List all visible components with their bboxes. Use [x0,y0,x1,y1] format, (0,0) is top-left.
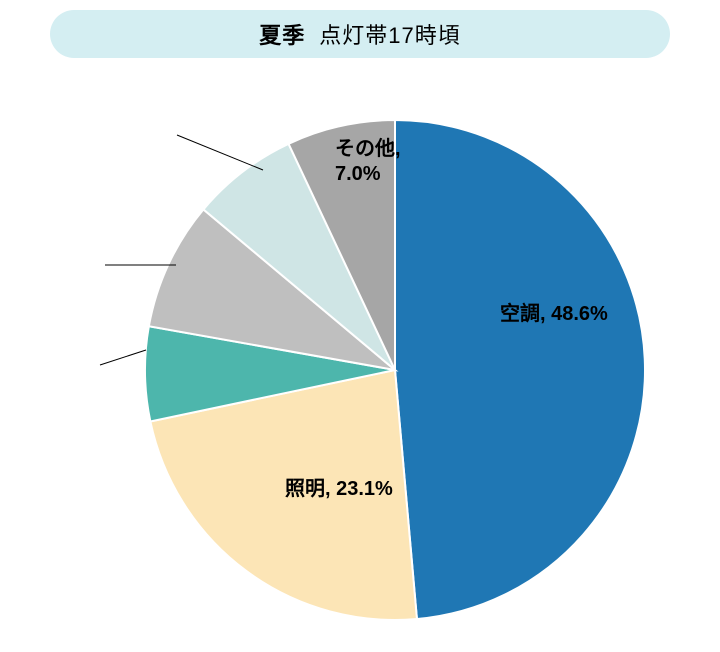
pie-slice-空調 [395,120,645,619]
pie-label-その他: その他, [335,136,401,160]
pie-label-照明: 照明, 23.1% [285,477,393,500]
leader-line-0 [177,135,263,170]
pie-label-空調: 空調, 48.6% [500,301,608,325]
pie-chart: 空調, 48.6% 照明, 23.1% その他, 7.0% [0,0,720,652]
leader-line-2 [100,350,146,365]
pie-label2-その他: 7.0% [335,163,381,185]
